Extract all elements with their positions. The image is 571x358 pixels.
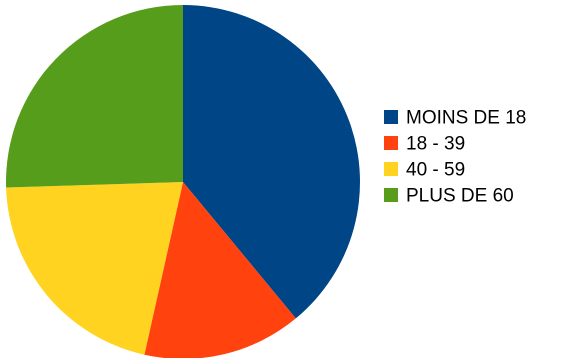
legend-marker-2	[384, 136, 398, 150]
legend-label-1: MOINS DE 18	[406, 108, 526, 129]
pie-slice-4	[6, 5, 183, 188]
pie-slices	[6, 5, 360, 358]
legend: MOINS DE 18 18 - 39 40 - 59 PLUS DE 60	[384, 108, 526, 207]
legend-label-4: PLUS DE 60	[406, 186, 514, 207]
legend-label-3: 40 - 59	[406, 160, 465, 181]
legend-marker-4	[384, 188, 398, 202]
pie-slice-1	[183, 5, 360, 319]
legend-marker-3	[384, 162, 398, 176]
pie-slice-2	[144, 182, 296, 358]
legend-label-2: 18 - 39	[406, 134, 465, 155]
pie-slice-3	[6, 182, 184, 355]
legend-marker-1	[384, 110, 398, 124]
